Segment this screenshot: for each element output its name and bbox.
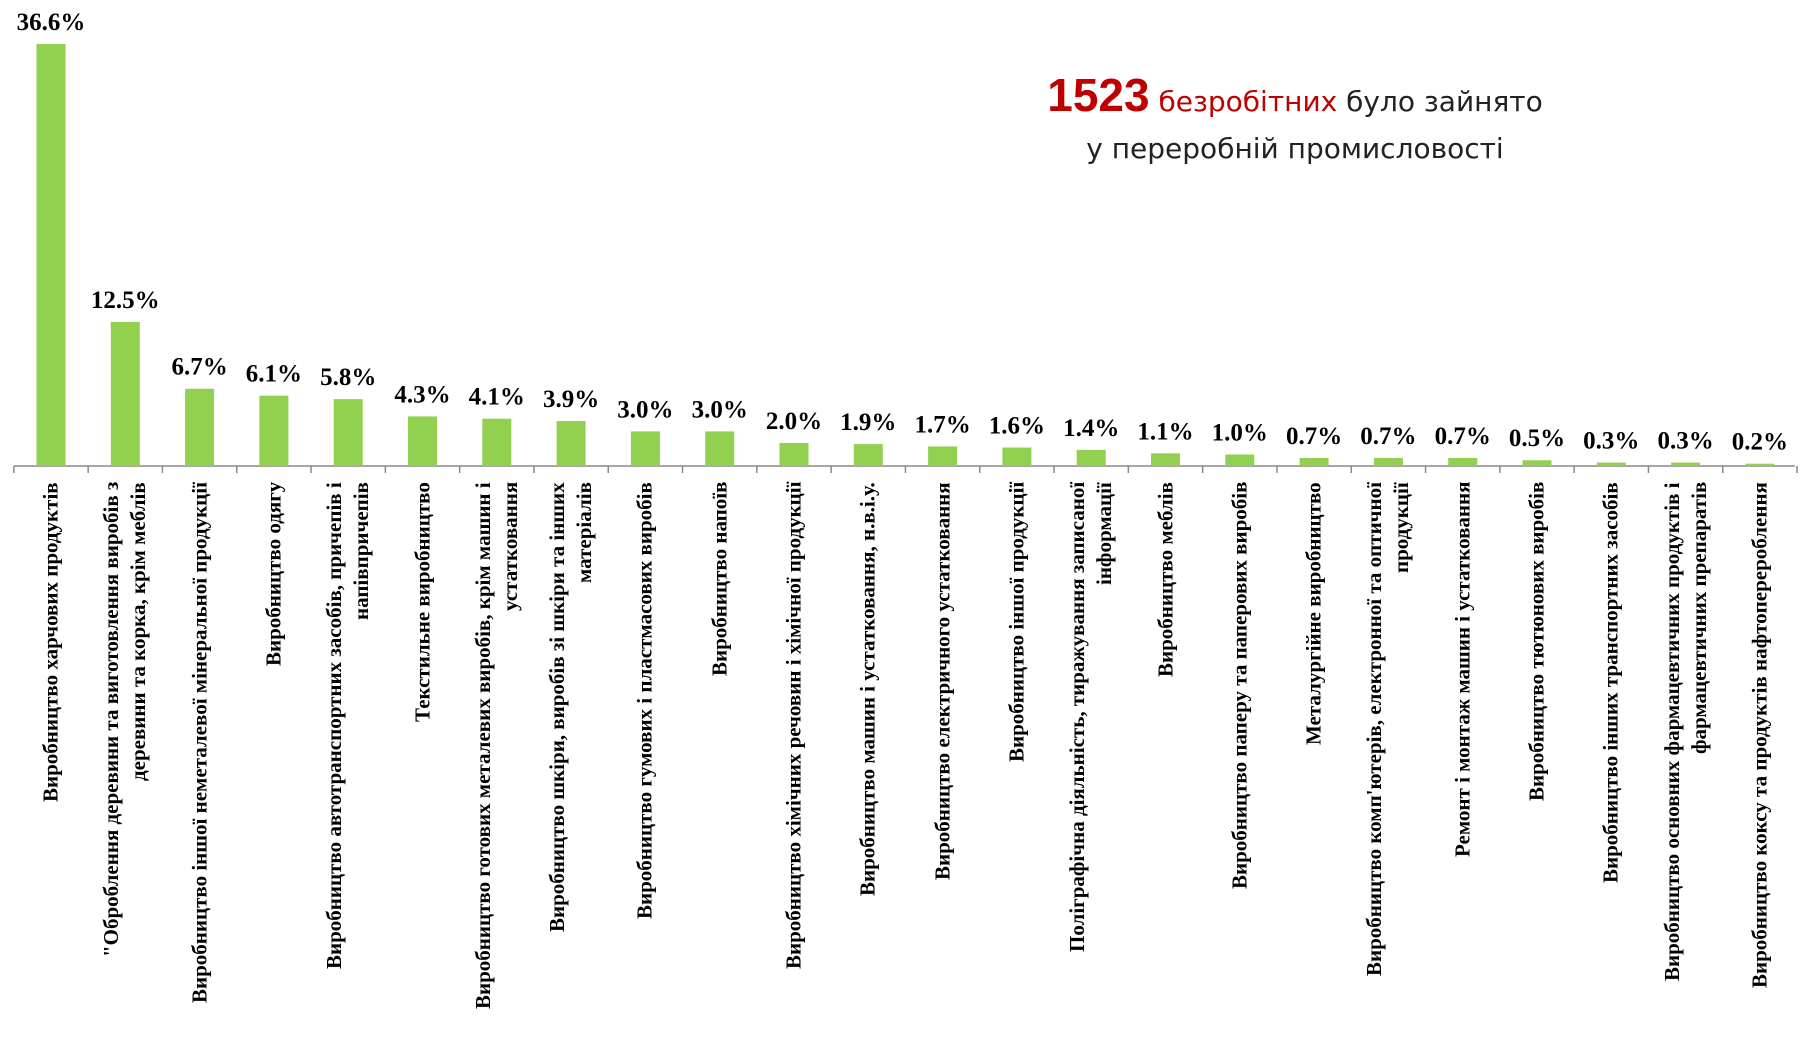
category-label: Виробництво комп'ютерів, електронної та … — [1362, 482, 1414, 976]
category-label: Виробництво гумових і пластмасових вироб… — [632, 482, 657, 919]
value-label: 0.7% — [1360, 423, 1416, 450]
category-label: Текстильне виробництво — [410, 482, 434, 722]
category-label: Виробництво одягу — [261, 482, 286, 667]
bar — [333, 399, 363, 466]
annotation-highlight: безробітних — [1158, 85, 1338, 118]
value-label: 4.3% — [394, 381, 450, 408]
category-label: Виробництво іншої неметалевої мінерально… — [187, 482, 212, 1003]
value-label: 12.5% — [91, 287, 160, 314]
category-label: Виробництво автотранспортних засобів, пр… — [322, 482, 374, 969]
value-label: 0.3% — [1583, 428, 1639, 455]
bar — [185, 388, 215, 466]
category-label: Виробництво електричного устатковання — [930, 482, 955, 880]
value-label: 3.9% — [543, 386, 599, 413]
category-label: Виробництво напоїв — [707, 482, 732, 677]
category-label: Виробництво харчових продуктів — [38, 482, 63, 802]
value-label: 1.1% — [1137, 418, 1193, 445]
category-label: Ремонт і монтаж машин і устатковання — [1450, 482, 1475, 858]
bar — [110, 321, 140, 466]
bar — [1671, 462, 1701, 466]
value-label: 0.2% — [1732, 429, 1788, 456]
bar — [408, 416, 437, 466]
bar — [36, 44, 66, 466]
bar — [482, 418, 512, 466]
value-label: 36.6% — [17, 9, 86, 36]
value-label: 1.9% — [840, 409, 896, 436]
value-label: 0.5% — [1509, 425, 1565, 452]
category-label: Виробництво хімічних речовин і хімічної … — [781, 482, 806, 970]
bar — [556, 421, 586, 466]
bar — [928, 446, 958, 466]
value-label: 1.4% — [1063, 415, 1119, 442]
bar — [1076, 449, 1106, 466]
value-label: 2.0% — [766, 408, 822, 435]
value-label: 5.8% — [320, 364, 376, 391]
bar — [853, 444, 883, 466]
value-label: 1.0% — [1212, 419, 1268, 446]
value-label: 0.7% — [1435, 423, 1491, 450]
bar — [1596, 462, 1626, 466]
bar — [1373, 457, 1403, 466]
value-label: 6.1% — [246, 361, 302, 388]
category-label: Виробництво паперу та паперових виробів — [1227, 482, 1252, 890]
category-label: "Оброблення деревини та виготовлення вир… — [99, 482, 151, 958]
annotation-text: було зайнято — [1346, 85, 1543, 118]
category-label: Виробництво основних фармацевтичних прод… — [1659, 482, 1711, 981]
value-label: 6.7% — [171, 354, 227, 381]
annotation-line2: у переробній промисловості — [1086, 132, 1504, 165]
bar — [630, 431, 660, 466]
bar — [1151, 453, 1180, 466]
bar — [259, 395, 289, 466]
annotation-number: 1523 — [1047, 69, 1150, 121]
value-label: 0.3% — [1657, 428, 1713, 455]
category-label: Металургійне виробництво — [1301, 482, 1326, 745]
category-label: Виробництво коксу та продуктів нафтопере… — [1747, 482, 1772, 988]
category-label: Виробництво готових металевих виробів, к… — [470, 482, 522, 1009]
annotation-line1: 1523 безробітних було зайнято — [1000, 68, 1590, 122]
category-label: Виробництво тютюнових виробів — [1524, 482, 1549, 802]
category-label: Виробництво інших транспортних засобів — [1598, 482, 1623, 883]
value-label: 1.7% — [914, 411, 970, 438]
bar — [1225, 454, 1255, 466]
value-label: 3.0% — [692, 396, 748, 423]
value-label: 1.6% — [989, 413, 1045, 440]
category-label: Виробництво шкіри, виробів зі шкіри та і… — [545, 482, 597, 932]
bar — [1745, 463, 1775, 466]
category-label: Поліграфічна діяльність, тиражування зап… — [1065, 482, 1117, 953]
bar — [779, 442, 809, 466]
bar — [1299, 457, 1329, 466]
value-label: 4.1% — [469, 384, 525, 411]
category-label: Виробництво іншої продукції — [1004, 482, 1029, 763]
bar — [1002, 447, 1032, 466]
bar — [1448, 457, 1478, 466]
category-label: Виробництво меблів — [1153, 482, 1177, 677]
value-label: 0.7% — [1286, 423, 1342, 450]
bar — [705, 431, 735, 466]
value-label: 3.0% — [617, 396, 673, 423]
bar — [1522, 460, 1552, 466]
category-label: Виробництво машин і устатковання, н.в.і.… — [855, 482, 880, 896]
